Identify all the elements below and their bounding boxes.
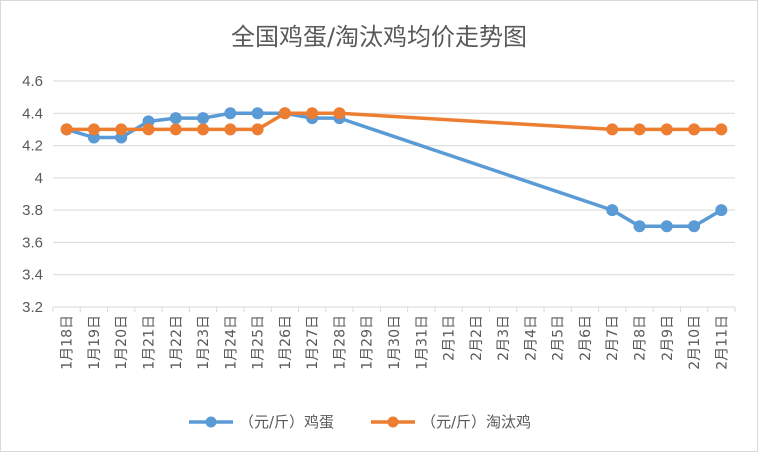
data-point: [633, 123, 646, 136]
data-point: [197, 123, 210, 136]
legend-item: （元/斤）淘汰鸡: [371, 413, 531, 431]
data-point: [660, 220, 673, 233]
series-line: [66, 111, 722, 132]
y-tick-label: 4.6: [22, 73, 43, 90]
legend-marker: [205, 416, 217, 428]
y-tick-label: 3.6: [22, 234, 43, 251]
x-axis: 1月18日 1月19日 1月20日 1月21日 1月22日 1月23日 1月24日 1月25日…: [52, 306, 736, 370]
x-tick-label: 2月1日: [442, 315, 458, 361]
gridlines: [53, 80, 735, 308]
x-tick-label: 2月8日: [633, 315, 649, 361]
data-point: [251, 123, 264, 136]
data-point: [715, 204, 728, 217]
x-tick-label: 1月28日: [332, 315, 348, 370]
data-point: [715, 123, 728, 136]
x-tick-label: 2月10日: [687, 315, 703, 370]
data-point: [606, 123, 619, 136]
series-1: [60, 107, 728, 233]
y-tick-label: 3.4: [22, 267, 43, 284]
data-point: [60, 123, 73, 136]
x-tick-label: 2月3日: [496, 315, 512, 361]
data-point: [87, 123, 100, 136]
y-tick-label: 3.2: [22, 299, 43, 316]
x-tick-label: 2月2日: [469, 315, 485, 361]
legend-marker: [387, 416, 399, 428]
data-point: [142, 123, 155, 136]
x-tick-label: 1月20日: [114, 315, 130, 370]
x-tick-label: 1月18日: [60, 315, 76, 370]
x-tick-label: 1月23日: [196, 315, 212, 370]
x-tick-label: 1月26日: [278, 315, 294, 370]
y-tick-label: 4: [35, 170, 43, 187]
data-point: [633, 220, 646, 233]
legend-label: （元/斤）鸡蛋: [239, 413, 334, 431]
legend: （元/斤）鸡蛋 （元/斤）淘汰鸡: [189, 413, 531, 431]
data-point: [606, 204, 619, 217]
y-tick-label: 4.4: [22, 105, 43, 122]
data-point: [688, 220, 701, 233]
x-tick-label: 1月30日: [387, 315, 403, 370]
data-point: [169, 123, 182, 136]
x-tick-label: 1月24日: [223, 315, 239, 370]
y-tick-label: 4.2: [22, 138, 43, 155]
data-point: [115, 123, 128, 136]
legend-item: （元/斤）鸡蛋: [189, 413, 334, 431]
data-point: [660, 123, 673, 136]
series-lines: [60, 107, 728, 233]
x-tick-label: 1月21日: [141, 315, 157, 370]
data-point: [197, 112, 210, 125]
x-tick-label: 1月19日: [87, 315, 103, 370]
x-tick-label: 1月25日: [251, 315, 267, 370]
series-2: [60, 107, 728, 136]
y-tick-label: 3.8: [22, 202, 43, 219]
x-tick-label: 2月7日: [605, 315, 621, 361]
data-point: [251, 107, 264, 120]
data-point: [169, 112, 182, 125]
x-tick-label: 1月22日: [169, 315, 185, 370]
legend-label: （元/斤）淘汰鸡: [421, 413, 531, 431]
data-point: [306, 107, 319, 120]
data-point: [224, 107, 237, 120]
x-tick-label: 1月29日: [360, 315, 376, 370]
x-tick-label: 1月31日: [414, 315, 430, 370]
x-tick-label: 2月9日: [660, 315, 676, 361]
data-point: [278, 107, 291, 120]
x-tick-label: 1月27日: [305, 315, 321, 370]
x-tick-label: 2月4日: [523, 315, 539, 361]
data-point: [688, 123, 701, 136]
y-axis-ticks: 3.2 3.4 3.6 3.8 4 4.2 4.4 4.6: [22, 73, 43, 316]
chart-title: 全国鸡蛋/淘汰鸡均价走势图: [231, 23, 527, 51]
x-tick-label: 2月11日: [714, 315, 730, 370]
data-point: [333, 107, 346, 120]
data-point: [224, 123, 237, 136]
x-tick-label: 2月5日: [551, 315, 567, 361]
x-tick-label: 2月6日: [578, 315, 594, 361]
